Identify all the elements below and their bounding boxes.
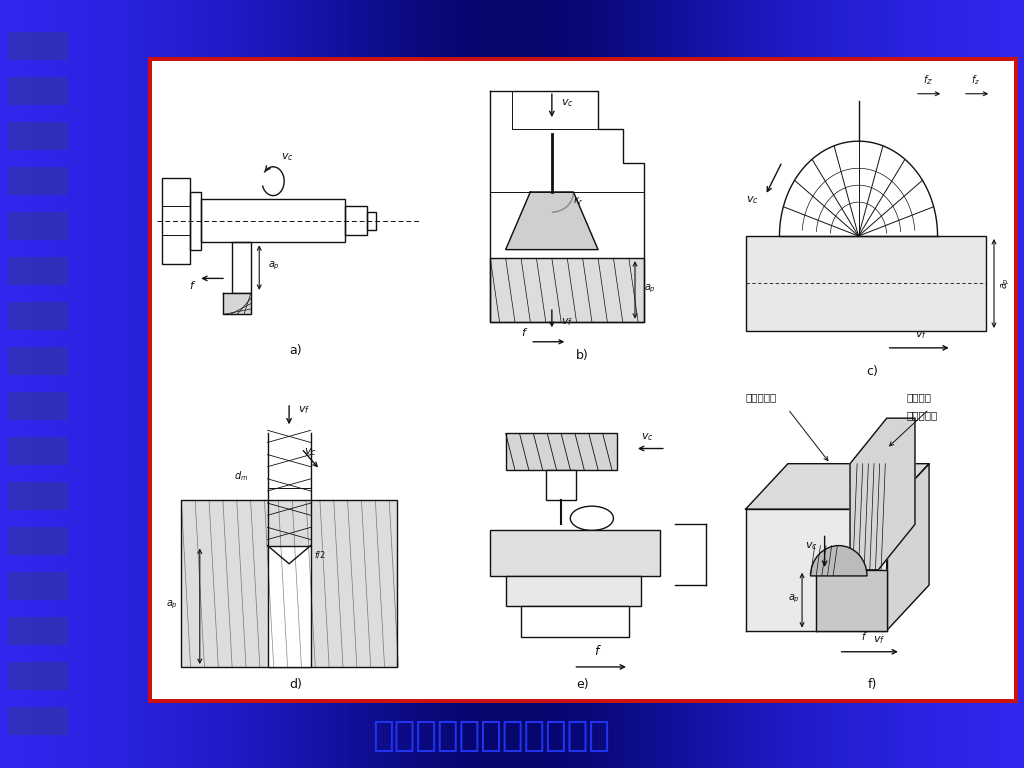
Text: $a_p$: $a_p$ <box>166 599 178 611</box>
Polygon shape <box>887 464 929 631</box>
Polygon shape <box>850 418 915 570</box>
Bar <box>8 122 68 150</box>
Text: $v_f$: $v_f$ <box>298 404 310 416</box>
Bar <box>345 207 368 235</box>
Text: d): d) <box>289 678 302 691</box>
Text: $v_f$: $v_f$ <box>561 316 573 328</box>
Text: $f$: $f$ <box>189 280 197 291</box>
Text: c): c) <box>866 365 879 378</box>
Bar <box>147 58 1018 703</box>
Bar <box>8 617 68 645</box>
Bar <box>8 527 68 555</box>
Text: $v_c$: $v_c$ <box>561 98 573 109</box>
Bar <box>506 433 616 470</box>
Bar <box>546 470 577 500</box>
Polygon shape <box>223 293 251 314</box>
Bar <box>8 437 68 465</box>
Bar <box>368 212 376 230</box>
Polygon shape <box>745 464 929 509</box>
Bar <box>8 257 68 285</box>
Wedge shape <box>811 545 867 576</box>
Bar <box>189 192 201 250</box>
Bar <box>490 531 659 576</box>
Text: $a_p$: $a_p$ <box>787 593 800 605</box>
Bar <box>201 199 345 243</box>
Bar <box>267 545 310 667</box>
Bar <box>506 576 641 606</box>
Bar <box>8 392 68 420</box>
Bar <box>152 61 1014 699</box>
Text: e): e) <box>577 678 589 691</box>
Text: b): b) <box>577 349 589 362</box>
Text: $v_c$: $v_c$ <box>304 446 317 458</box>
Polygon shape <box>506 192 598 250</box>
Text: $a_p$: $a_p$ <box>644 283 656 295</box>
Bar <box>8 572 68 600</box>
Bar <box>8 32 68 60</box>
Bar <box>8 482 68 510</box>
Bar <box>8 347 68 375</box>
Text: $f_Z$: $f_Z$ <box>924 74 934 88</box>
Text: $a_p$: $a_p$ <box>267 260 280 273</box>
Text: a): a) <box>289 344 301 357</box>
Bar <box>745 236 985 331</box>
Bar <box>8 662 68 690</box>
Text: $v_c$: $v_c$ <box>805 541 817 552</box>
Text: $v_c$: $v_c$ <box>281 151 293 164</box>
Text: $f/2$: $f/2$ <box>313 549 326 560</box>
Bar <box>181 500 397 667</box>
Text: $v_f$: $v_f$ <box>915 329 928 342</box>
Polygon shape <box>745 509 887 631</box>
Text: 各种切削加工的切削运动: 各种切削加工的切削运动 <box>373 719 610 753</box>
Ellipse shape <box>570 506 613 531</box>
Bar <box>8 707 68 735</box>
Text: $d_m$: $d_m$ <box>233 468 248 482</box>
Text: 过渡表面: 过渡表面 <box>906 392 932 402</box>
Text: $v_c$: $v_c$ <box>641 432 654 443</box>
Bar <box>8 167 68 195</box>
Polygon shape <box>816 570 887 631</box>
Text: $f$: $f$ <box>861 630 868 641</box>
Bar <box>521 606 629 637</box>
Text: $v_f$: $v_f$ <box>872 634 885 647</box>
Bar <box>162 177 189 264</box>
Bar <box>8 212 68 240</box>
Bar <box>8 302 68 330</box>
Text: $f$: $f$ <box>594 644 602 658</box>
Text: $v_c$: $v_c$ <box>745 194 759 206</box>
Bar <box>8 77 68 105</box>
Text: $a_p$: $a_p$ <box>999 277 1012 290</box>
Text: 待加工表面: 待加工表面 <box>745 392 777 402</box>
Text: $\kappa_r$: $\kappa_r$ <box>573 196 585 207</box>
Bar <box>490 258 644 322</box>
Text: $f_z$: $f_z$ <box>972 74 981 88</box>
Text: $f$: $f$ <box>521 326 528 338</box>
Bar <box>231 243 251 293</box>
Text: 已加工表面: 已加工表面 <box>906 410 938 420</box>
Text: f): f) <box>868 678 878 691</box>
